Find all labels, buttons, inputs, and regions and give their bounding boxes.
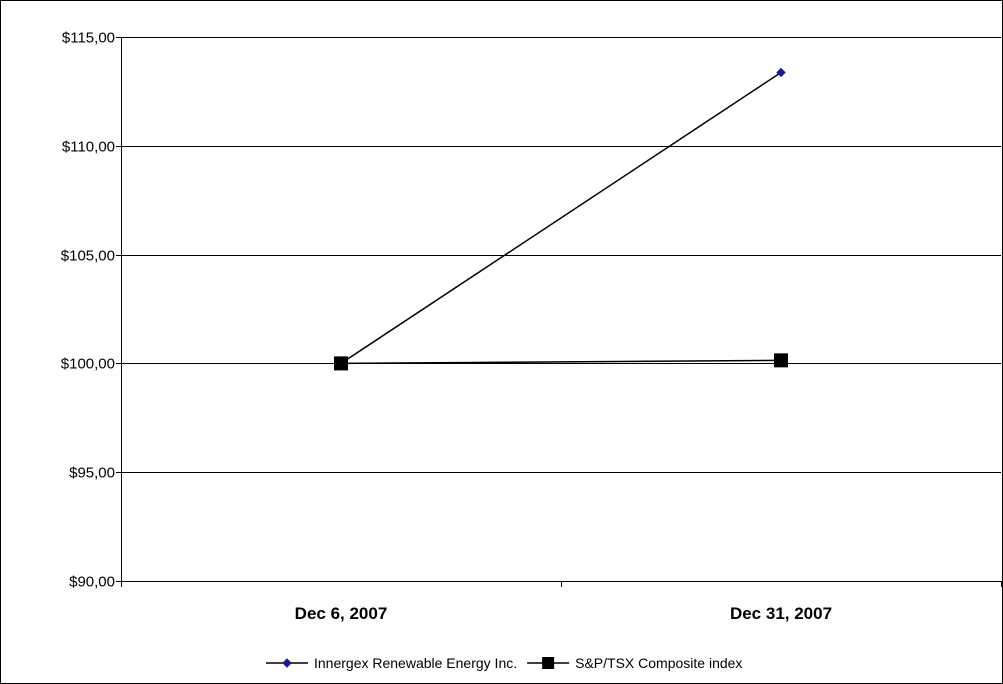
legend-label-2: S&P/TSX Composite index [575, 655, 742, 671]
series [334, 67, 788, 371]
y-tick-label: $90,00 [69, 574, 115, 591]
legend-marker-1 [282, 658, 292, 668]
y-tick-label: $100,00 [61, 356, 115, 373]
data-point-series-2 [334, 356, 348, 371]
series-line-2 [340, 359, 782, 365]
legend-marker-2 [542, 657, 555, 669]
y-tick-labels: $90,00 $95,00 $100,00 $105,00 $110,00 $115,00 [61, 30, 115, 591]
x-tick-label: Dec 6, 2007 [295, 604, 388, 623]
y-tick-label: $115,00 [62, 30, 115, 47]
y-tick-label: $95,00 [69, 465, 115, 482]
data-point-series-1 [776, 67, 786, 78]
gridlines [121, 37, 1001, 473]
x-tick-labels: Dec 6, 2007 Dec 31, 2007 [295, 604, 832, 623]
y-tick-label: $110,00 [62, 139, 115, 156]
legend-label-1: Innergex Renewable Energy Inc. [314, 655, 517, 671]
axes [116, 37, 1002, 587]
data-point-series-2 [774, 353, 788, 368]
series-line-1 [340, 71, 782, 365]
x-tick-label: Dec 31, 2007 [730, 604, 832, 623]
y-tick-label: $105,00 [61, 248, 115, 265]
legend: Innergex Renewable Energy Inc. S&P/TSX Co… [266, 655, 742, 671]
